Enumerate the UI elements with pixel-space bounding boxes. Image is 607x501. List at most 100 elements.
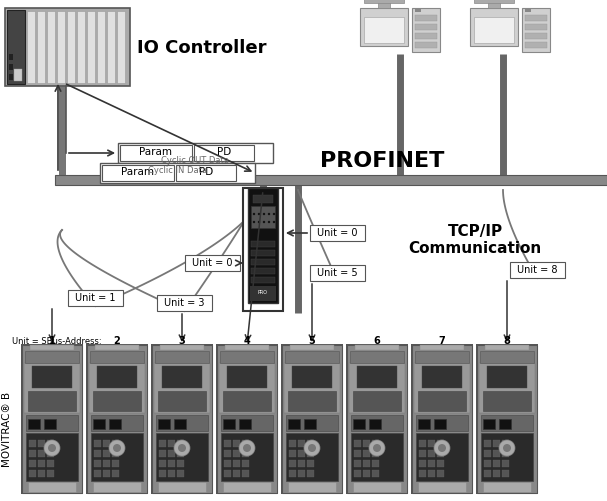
Bar	[94, 440, 101, 447]
Bar	[233, 460, 240, 467]
Bar	[502, 450, 509, 457]
Bar	[26, 433, 78, 481]
Bar	[38, 450, 45, 457]
Bar	[242, 460, 249, 467]
Bar	[159, 450, 166, 457]
Bar	[112, 450, 119, 457]
Bar	[415, 24, 437, 30]
Bar	[493, 460, 500, 467]
Bar	[481, 415, 533, 431]
Bar	[360, 8, 408, 46]
Bar	[304, 419, 316, 429]
Circle shape	[268, 221, 270, 223]
Bar	[298, 450, 305, 457]
Bar	[288, 482, 336, 492]
Circle shape	[253, 213, 255, 215]
Bar	[310, 265, 365, 281]
Bar	[47, 470, 54, 477]
Circle shape	[109, 440, 125, 456]
Bar	[86, 344, 148, 494]
Circle shape	[273, 213, 275, 215]
Bar	[160, 345, 204, 350]
Bar	[499, 419, 511, 429]
Bar	[14, 69, 22, 81]
Bar	[95, 345, 139, 350]
Text: Cyclic OUT Data: Cyclic OUT Data	[161, 156, 229, 165]
Bar	[525, 24, 547, 30]
Text: 8: 8	[504, 336, 510, 346]
Bar	[89, 363, 145, 413]
Bar	[474, 0, 514, 3]
Bar	[420, 345, 464, 350]
Bar	[91, 415, 143, 431]
Bar	[251, 241, 275, 247]
Bar	[286, 433, 338, 481]
Bar	[428, 470, 435, 477]
Bar	[32, 366, 72, 388]
Circle shape	[113, 444, 121, 452]
Bar	[480, 351, 534, 363]
Bar	[57, 11, 65, 83]
Bar	[411, 344, 473, 494]
Bar	[221, 415, 273, 431]
Bar	[484, 470, 491, 477]
Bar	[288, 419, 300, 429]
Bar	[7, 10, 25, 84]
Bar	[372, 460, 379, 467]
Bar	[94, 450, 101, 457]
Bar	[93, 482, 141, 492]
Bar	[159, 440, 166, 447]
Bar	[510, 262, 565, 278]
Bar	[225, 345, 269, 350]
Bar	[38, 440, 45, 447]
Bar	[220, 351, 274, 363]
Bar	[177, 450, 184, 457]
Bar	[484, 440, 491, 447]
Bar	[47, 460, 54, 467]
Circle shape	[373, 444, 381, 452]
Circle shape	[263, 213, 265, 215]
Bar	[224, 440, 231, 447]
Bar	[416, 415, 468, 431]
Text: 5: 5	[308, 336, 316, 346]
Bar	[363, 440, 370, 447]
Bar	[354, 460, 361, 467]
Bar	[158, 419, 170, 429]
Bar	[437, 460, 444, 467]
Bar	[158, 482, 206, 492]
Bar	[174, 419, 186, 429]
Bar	[307, 440, 314, 447]
Bar	[349, 363, 405, 413]
Bar	[168, 440, 175, 447]
Bar	[428, 440, 435, 447]
Bar	[242, 470, 249, 477]
Bar	[437, 450, 444, 457]
Bar	[168, 470, 175, 477]
Bar	[176, 165, 236, 181]
Bar	[289, 470, 296, 477]
Bar	[284, 363, 340, 413]
Bar	[298, 440, 305, 447]
Bar	[289, 450, 296, 457]
Bar	[418, 482, 466, 492]
Bar	[224, 460, 231, 467]
Bar	[177, 460, 184, 467]
Bar	[251, 259, 275, 265]
Bar	[224, 470, 231, 477]
Bar	[239, 419, 251, 429]
Text: Unit = 1: Unit = 1	[75, 293, 116, 303]
Bar	[289, 440, 296, 447]
Bar	[525, 33, 547, 39]
Circle shape	[178, 444, 186, 452]
Circle shape	[369, 440, 385, 456]
Bar	[419, 450, 426, 457]
Bar	[437, 440, 444, 447]
Bar	[419, 470, 426, 477]
Bar	[357, 366, 397, 388]
Bar	[168, 450, 175, 457]
Bar	[346, 344, 408, 494]
Text: PROFINET: PROFINET	[320, 151, 444, 171]
Bar	[9, 54, 13, 60]
Bar	[290, 345, 334, 350]
Bar	[487, 366, 527, 388]
